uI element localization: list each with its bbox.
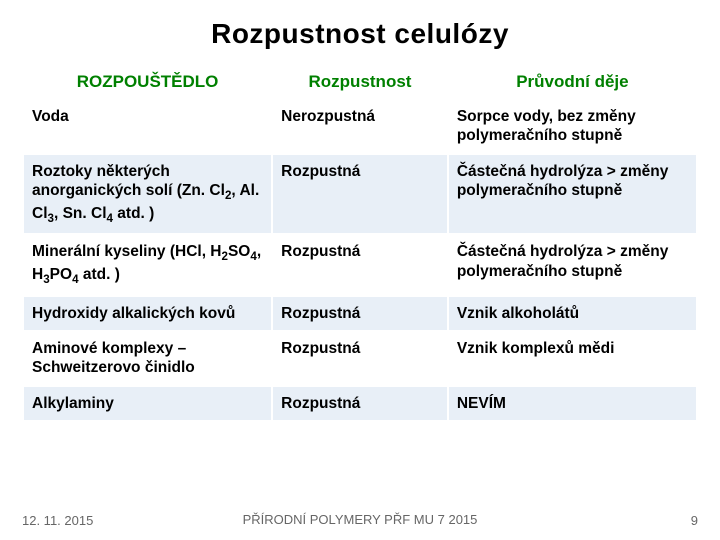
col-header-solvent: ROZPOUŠTĚDLO — [24, 66, 271, 98]
cell-solvent: Alkylaminy — [24, 387, 271, 420]
solubility-table: ROZPOUŠTĚDLO Rozpustnost Průvodní děje V… — [22, 64, 698, 422]
cell-effects: NEVÍM — [449, 387, 696, 420]
col-header-solubility: Rozpustnost — [273, 66, 447, 98]
table-row: VodaNerozpustnáSorpce vody, bez změny po… — [24, 100, 696, 153]
table-body: VodaNerozpustnáSorpce vody, bez změny po… — [24, 100, 696, 420]
table-row: AlkylaminyRozpustnáNEVÍM — [24, 387, 696, 420]
cell-solubility: Rozpustná — [273, 155, 447, 234]
cell-effects: Vznik komplexů mědi — [449, 332, 696, 385]
table-row: Aminové komplexy – Schweitzerovo činidlo… — [24, 332, 696, 385]
slide-title: Rozpustnost celulózy — [22, 18, 698, 50]
cell-effects: Sorpce vody, bez změny polymeračního stu… — [449, 100, 696, 153]
col-header-effects: Průvodní děje — [449, 66, 696, 98]
cell-solubility: Rozpustná — [273, 235, 447, 294]
table-header-row: ROZPOUŠTĚDLO Rozpustnost Průvodní děje — [24, 66, 696, 98]
cell-solvent: Minerální kyseliny (HCl, H2SO4, H3PO4 at… — [24, 235, 271, 294]
footer-center: PŘÍRODNÍ POLYMERY PŘF MU 7 2015 — [0, 512, 720, 528]
footer-page: 9 — [691, 513, 698, 528]
cell-effects: Částečná hydrolýza > změny polymeračního… — [449, 235, 696, 294]
slide: Rozpustnost celulózy ROZPOUŠTĚDLO Rozpus… — [0, 0, 720, 540]
cell-solubility: Rozpustná — [273, 297, 447, 330]
cell-solvent: Hydroxidy alkalických kovů — [24, 297, 271, 330]
cell-effects: Vznik alkoholátů — [449, 297, 696, 330]
cell-solvent: Voda — [24, 100, 271, 153]
cell-solubility: Rozpustná — [273, 387, 447, 420]
cell-solubility: Nerozpustná — [273, 100, 447, 153]
table-row: Hydroxidy alkalických kovůRozpustnáVznik… — [24, 297, 696, 330]
table-row: Roztoky některých anorganických solí (Zn… — [24, 155, 696, 234]
cell-solvent: Aminové komplexy – Schweitzerovo činidlo — [24, 332, 271, 385]
cell-solubility: Rozpustná — [273, 332, 447, 385]
cell-solvent: Roztoky některých anorganických solí (Zn… — [24, 155, 271, 234]
table-row: Minerální kyseliny (HCl, H2SO4, H3PO4 at… — [24, 235, 696, 294]
cell-effects: Částečná hydrolýza > změny polymeračního… — [449, 155, 696, 234]
